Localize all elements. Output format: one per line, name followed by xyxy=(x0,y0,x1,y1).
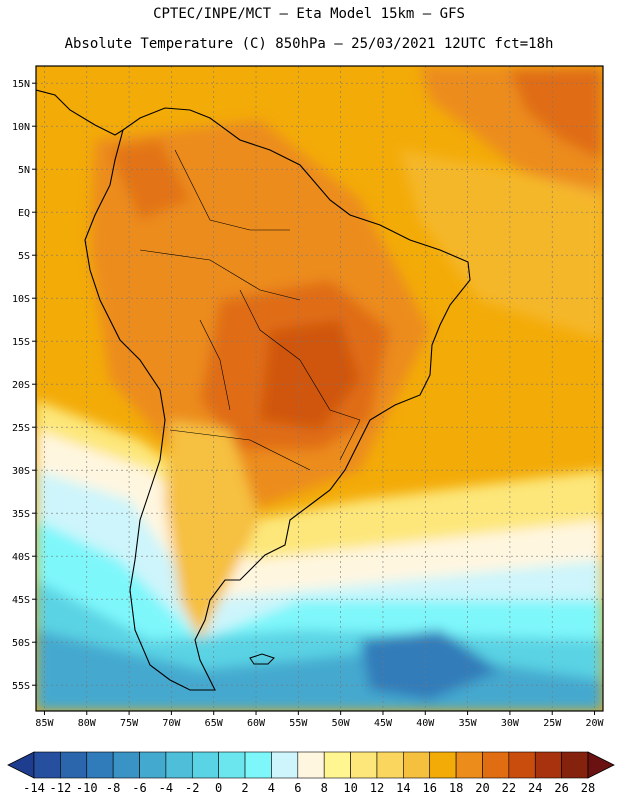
colorbar-label: 8 xyxy=(321,781,328,795)
lat-tick-label: 25S xyxy=(12,423,30,434)
colorbar-label: 28 xyxy=(581,781,595,795)
lat-tick-label: 10S xyxy=(12,294,30,305)
colorbar-label: 10 xyxy=(343,781,357,795)
axis-ticks: 85W 80W 75W 70W 65W 60W 55W 50W 45W 40W 35W 30W 25W 2… xyxy=(12,79,605,729)
colorbar-label: 2 xyxy=(241,781,248,795)
colorbar-max-arrow xyxy=(587,751,615,779)
band-continent-core xyxy=(260,320,360,430)
band-nw-hot xyxy=(110,140,190,220)
colorbar-bin xyxy=(33,751,61,779)
map-title: CPTEC/INPE/MCT – Eta Model 15km – GFS xyxy=(153,6,465,22)
lon-tick-label: 35W xyxy=(459,718,478,729)
band-patagonia xyxy=(165,420,260,640)
lon-tick-label: 45W xyxy=(374,718,393,729)
band-ne-hot xyxy=(510,68,603,160)
temperature-field xyxy=(36,66,603,711)
colorbar-label: 24 xyxy=(528,781,542,795)
colorbar-label: -6 xyxy=(132,781,146,795)
coastlines xyxy=(36,89,471,691)
colorbar-bin xyxy=(139,751,167,779)
band-south-cold xyxy=(360,630,500,700)
lon-tick-label: 25W xyxy=(543,718,562,729)
lat-tick-label: 30S xyxy=(12,466,30,477)
lat-tick-label: 10N xyxy=(12,122,30,133)
lat-tick-label: 5N xyxy=(18,165,30,176)
lon-tick-label: 30W xyxy=(501,718,520,729)
colorbar-bin xyxy=(508,751,536,779)
lon-tick-label: 50W xyxy=(332,718,351,729)
colorbar-label: -14 xyxy=(23,781,45,795)
colorbar-label: 20 xyxy=(475,781,489,795)
colorbar-bin xyxy=(297,751,325,779)
lon-tick-label: 65W xyxy=(205,718,224,729)
lat-tick-label: 5S xyxy=(18,251,30,262)
colorbar-bin xyxy=(191,751,219,779)
lon-tick-label: 60W xyxy=(247,718,266,729)
colorbar-label: 0 xyxy=(215,781,222,795)
colorbar-bin xyxy=(429,751,457,779)
colorbar: -14 -12 -10 -8 -6 -4 -2 0 2 4 6 8 10 12 14 16 18 20 22 24 26… xyxy=(7,751,615,795)
falklands-coastline xyxy=(249,653,275,665)
colorbar-bin xyxy=(323,751,351,779)
colorbar-bin xyxy=(165,751,193,779)
lon-tick-label: 70W xyxy=(162,718,181,729)
south-america-coastline xyxy=(84,107,471,691)
lon-tick-label: 80W xyxy=(78,718,97,729)
lon-tick-label: 85W xyxy=(35,718,54,729)
colorbar-label: 22 xyxy=(502,781,516,795)
colorbar-label: 6 xyxy=(294,781,301,795)
map-subtitle: Absolute Temperature (C) 850hPa – 25/03/… xyxy=(64,36,554,52)
colorbar-label: 18 xyxy=(449,781,463,795)
colorbar-bin xyxy=(218,751,246,779)
colorbar-bin xyxy=(112,751,140,779)
colorbar-bin xyxy=(482,751,510,779)
colorbar-bin xyxy=(350,751,378,779)
lon-tick-label: 20W xyxy=(586,718,605,729)
lat-tick-label: 55S xyxy=(12,681,30,692)
lon-tick-label: 55W xyxy=(289,718,308,729)
lat-tick-label: 35S xyxy=(12,509,30,520)
colorbar-label: -2 xyxy=(185,781,199,795)
lon-tick-label: 40W xyxy=(416,718,435,729)
map-frame xyxy=(35,65,604,712)
central-america-coastline xyxy=(36,89,124,136)
colorbar-label: -12 xyxy=(50,781,72,795)
lat-tick-label: 40S xyxy=(12,552,30,563)
lat-tick-label: 45S xyxy=(12,595,30,606)
lat-tick-label: 15S xyxy=(12,337,30,348)
colorbar-label: -10 xyxy=(76,781,98,795)
colorbar-label: 14 xyxy=(396,781,410,795)
colorbar-label: 4 xyxy=(268,781,275,795)
colorbar-bin xyxy=(534,751,562,779)
colorbar-bin xyxy=(561,751,589,779)
colorbar-label: 26 xyxy=(554,781,568,795)
colorbar-bin xyxy=(403,751,431,779)
colorbar-bin xyxy=(60,751,88,779)
colorbar-bin xyxy=(376,751,404,779)
lat-tick-label: 50S xyxy=(12,638,30,649)
colorbar-label: -4 xyxy=(159,781,173,795)
lat-tick-label: EQ xyxy=(18,208,30,219)
lat-tick-label: 15N xyxy=(12,79,30,90)
lat-tick-label: 20S xyxy=(12,380,30,391)
colorbar-bin xyxy=(244,751,272,779)
band-south-teal xyxy=(36,630,603,711)
colorbar-min-arrow xyxy=(7,751,35,779)
colorbar-bin xyxy=(86,751,114,779)
lon-tick-label: 75W xyxy=(120,718,139,729)
colorbar-bin xyxy=(271,751,299,779)
colorbar-label: -8 xyxy=(106,781,120,795)
country-borders xyxy=(139,149,361,471)
colorbar-label: 16 xyxy=(422,781,436,795)
colorbar-bin xyxy=(455,751,483,779)
colorbar-label: 12 xyxy=(370,781,384,795)
